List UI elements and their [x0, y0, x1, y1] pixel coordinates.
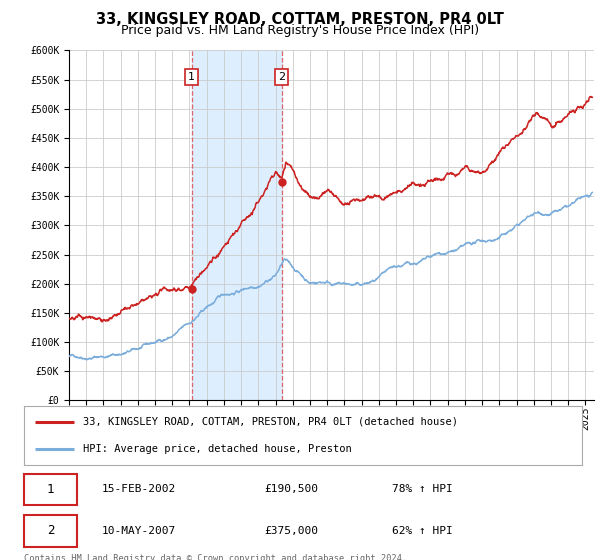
Bar	[191, 50, 282, 400]
Text: £375,000: £375,000	[264, 526, 318, 536]
Text: 33, KINGSLEY ROAD, COTTAM, PRESTON, PR4 0LT (detached house): 33, KINGSLEY ROAD, COTTAM, PRESTON, PR4 …	[83, 417, 458, 427]
Text: 62% ↑ HPI: 62% ↑ HPI	[392, 526, 453, 536]
FancyBboxPatch shape	[24, 474, 77, 505]
Text: 1: 1	[188, 72, 195, 82]
Text: Price paid vs. HM Land Registry's House Price Index (HPI): Price paid vs. HM Land Registry's House …	[121, 24, 479, 36]
Text: 10-MAY-2007: 10-MAY-2007	[102, 526, 176, 536]
Text: HPI: Average price, detached house, Preston: HPI: Average price, detached house, Pres…	[83, 444, 352, 454]
Text: 2: 2	[47, 524, 54, 538]
Text: £190,500: £190,500	[264, 484, 318, 494]
Text: 1: 1	[47, 483, 54, 496]
Text: 2: 2	[278, 72, 286, 82]
Text: 78% ↑ HPI: 78% ↑ HPI	[392, 484, 453, 494]
Text: 33, KINGSLEY ROAD, COTTAM, PRESTON, PR4 0LT: 33, KINGSLEY ROAD, COTTAM, PRESTON, PR4 …	[96, 12, 504, 27]
FancyBboxPatch shape	[24, 515, 77, 547]
Text: Contains HM Land Registry data © Crown copyright and database right 2024.
This d: Contains HM Land Registry data © Crown c…	[24, 554, 407, 560]
Text: 15-FEB-2002: 15-FEB-2002	[102, 484, 176, 494]
